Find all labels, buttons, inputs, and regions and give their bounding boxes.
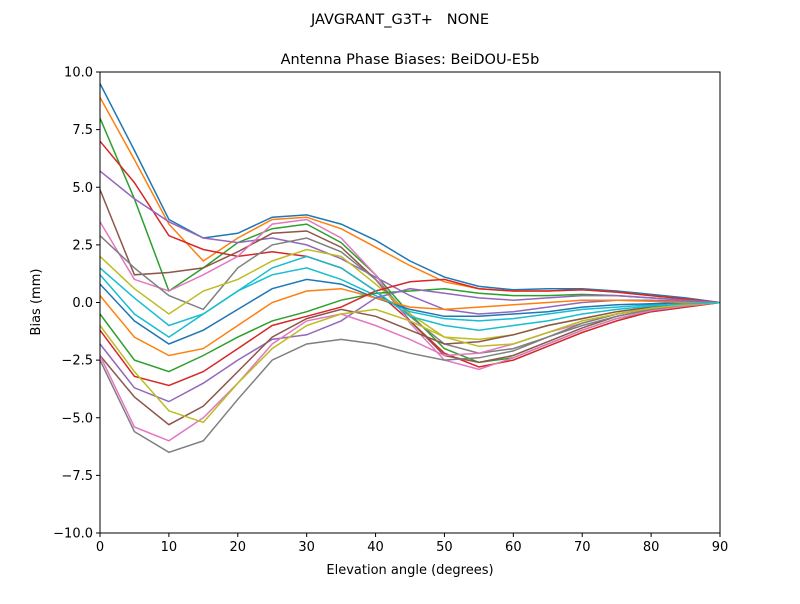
- suptitle: JAVGRANT_G3T+ NONE: [310, 12, 489, 28]
- x-tick-label: 80: [643, 540, 660, 555]
- y-tick-label: −5.0: [61, 411, 93, 426]
- y-tick-label: 7.5: [72, 123, 93, 138]
- x-tick-label: 20: [230, 540, 247, 555]
- x-tick-label: 10: [161, 540, 178, 555]
- x-axis: 0 10 20 30 40 50 60 70 80 90: [96, 533, 728, 555]
- series-line-14: [99, 278, 721, 387]
- x-tick-label: 90: [712, 540, 729, 555]
- y-tick-label: 10.0: [64, 66, 93, 81]
- y-tick-label: −7.5: [61, 469, 93, 484]
- y-tick-label: 0.0: [72, 296, 93, 311]
- series-line-16: [99, 301, 721, 426]
- x-tick-label: 50: [436, 540, 453, 555]
- series-lines: [99, 83, 721, 454]
- x-tick-label: 30: [298, 540, 315, 555]
- series-line-4: [99, 140, 721, 368]
- series-line-3: [99, 117, 721, 364]
- x-tick-label: 40: [367, 540, 384, 555]
- series-line-6: [99, 189, 721, 364]
- y-tick-label: −10.0: [53, 527, 93, 542]
- plot-frame: [99, 71, 721, 534]
- chart-title: Antenna Phase Biases: BeiDOU-E5b: [281, 52, 540, 68]
- series-line-9: [99, 248, 721, 341]
- series-line-2: [99, 97, 721, 304]
- x-tick-label: 70: [574, 540, 591, 555]
- x-tick-label: 0: [96, 540, 104, 555]
- y-tick-label: 5.0: [72, 181, 93, 196]
- series-line-18: [99, 301, 721, 454]
- y-tick-label: 2.5: [72, 238, 93, 253]
- y-tick-label: −2.5: [61, 354, 93, 369]
- series-line-15: [99, 287, 721, 403]
- series-line-8: [99, 235, 721, 354]
- y-axis-label: Bias (mm): [29, 269, 44, 336]
- series-line-12: [99, 287, 720, 357]
- series-line-19: [99, 301, 721, 424]
- y-axis: −10.0 −7.5 −5.0 −2.5 0.0 2.5 5.0 7.5 10.0: [53, 66, 100, 542]
- x-axis-label: Elevation angle (degrees): [326, 563, 493, 578]
- x-tick-label: 60: [505, 540, 522, 555]
- series-line-20: [99, 255, 721, 339]
- series-line-7: [99, 218, 721, 371]
- series-line-11: [99, 278, 720, 345]
